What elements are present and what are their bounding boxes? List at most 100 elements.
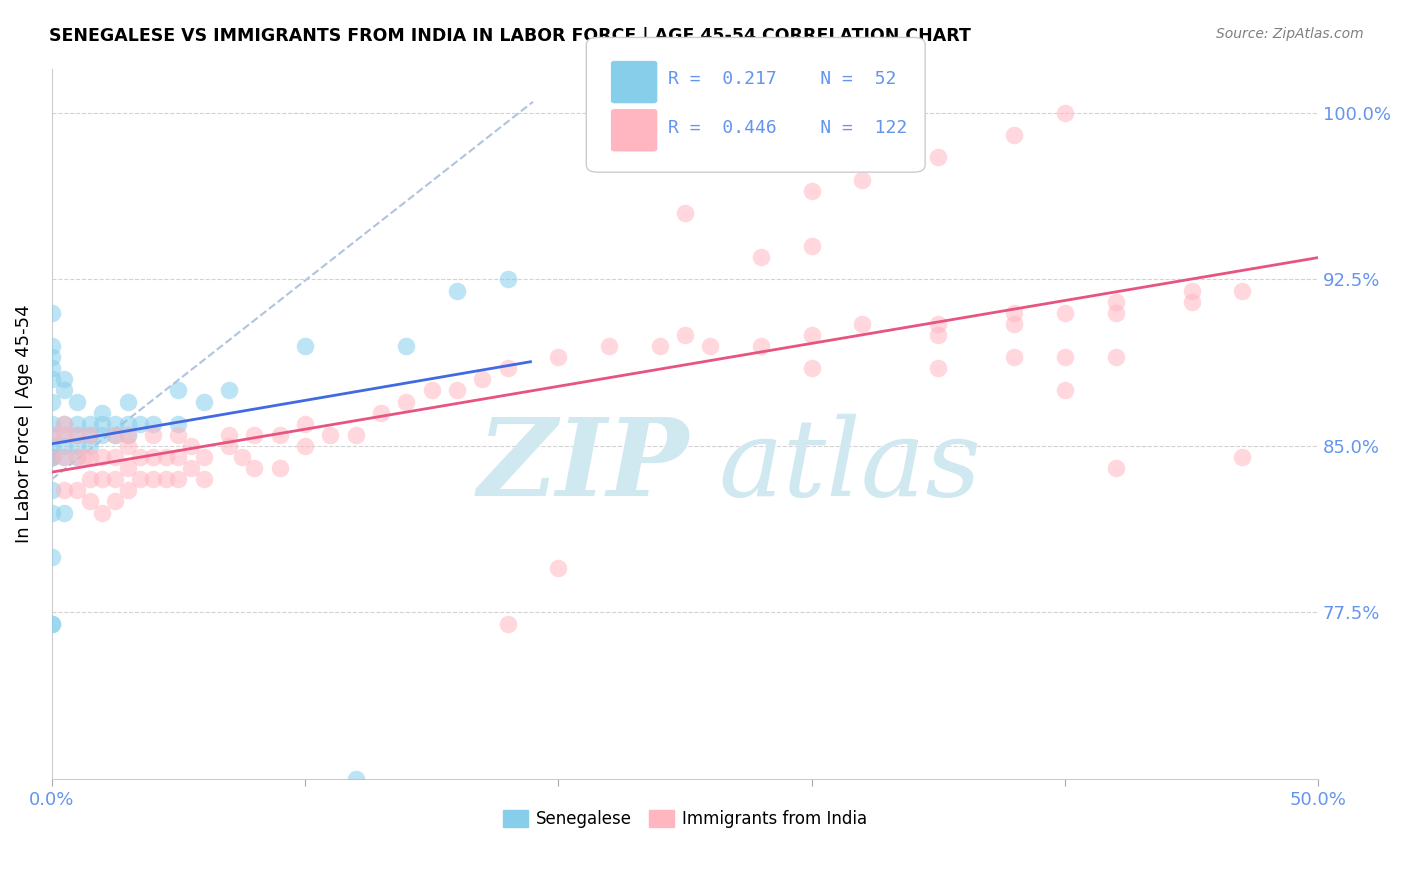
- Point: [41, 339, 63, 353]
- Point: [269, 461, 291, 475]
- Point: [66, 427, 89, 442]
- Point: [53, 450, 76, 464]
- Point: [927, 327, 949, 342]
- Point: [117, 439, 139, 453]
- Point: [66, 417, 89, 431]
- Point: [91, 450, 114, 464]
- Point: [1053, 384, 1076, 398]
- Point: [180, 439, 202, 453]
- Point: [104, 417, 127, 431]
- Point: [648, 339, 671, 353]
- Point: [1002, 350, 1025, 364]
- Point: [41, 450, 63, 464]
- Point: [41, 616, 63, 631]
- Point: [41, 439, 63, 453]
- Point: [79, 417, 101, 431]
- Point: [167, 417, 190, 431]
- Point: [53, 417, 76, 431]
- Point: [41, 427, 63, 442]
- Point: [496, 616, 519, 631]
- Point: [66, 450, 89, 464]
- Point: [699, 339, 721, 353]
- Point: [53, 450, 76, 464]
- Point: [41, 361, 63, 376]
- Point: [1053, 306, 1076, 320]
- Point: [117, 394, 139, 409]
- Point: [142, 427, 165, 442]
- Point: [66, 483, 89, 498]
- Point: [142, 417, 165, 431]
- Point: [41, 427, 63, 442]
- Text: R =  0.446    N =  122: R = 0.446 N = 122: [668, 119, 907, 136]
- Point: [104, 427, 127, 442]
- Point: [91, 406, 114, 420]
- Point: [117, 417, 139, 431]
- Point: [800, 184, 823, 198]
- Point: [344, 427, 367, 442]
- Point: [53, 372, 76, 386]
- Point: [167, 427, 190, 442]
- Point: [243, 427, 266, 442]
- Point: [66, 439, 89, 453]
- Point: [395, 339, 418, 353]
- Point: [167, 384, 190, 398]
- Point: [41, 616, 63, 631]
- Point: [117, 427, 139, 442]
- Point: [673, 327, 696, 342]
- Legend: Senegalese, Immigrants from India: Senegalese, Immigrants from India: [496, 803, 875, 835]
- Point: [104, 472, 127, 486]
- Text: atlas: atlas: [718, 414, 981, 519]
- Point: [1104, 350, 1126, 364]
- Point: [79, 494, 101, 508]
- Point: [53, 439, 76, 453]
- Point: [749, 250, 772, 264]
- Point: [395, 394, 418, 409]
- Point: [66, 427, 89, 442]
- Point: [294, 439, 316, 453]
- Point: [41, 306, 63, 320]
- Point: [294, 339, 316, 353]
- Point: [91, 417, 114, 431]
- Point: [104, 494, 127, 508]
- Point: [66, 394, 89, 409]
- Point: [344, 772, 367, 786]
- Point: [1053, 350, 1076, 364]
- Point: [41, 394, 63, 409]
- Point: [142, 472, 165, 486]
- Point: [927, 150, 949, 164]
- Point: [53, 427, 76, 442]
- Point: [167, 472, 190, 486]
- Point: [218, 384, 240, 398]
- Point: [155, 472, 177, 486]
- Point: [91, 506, 114, 520]
- Point: [104, 427, 127, 442]
- Point: [927, 317, 949, 331]
- Point: [547, 350, 569, 364]
- Point: [41, 350, 63, 364]
- Point: [1180, 284, 1202, 298]
- Point: [370, 406, 392, 420]
- Point: [1230, 284, 1253, 298]
- Point: [53, 417, 76, 431]
- Point: [79, 427, 101, 442]
- Point: [180, 461, 202, 475]
- Point: [800, 361, 823, 376]
- Point: [91, 472, 114, 486]
- Point: [749, 339, 772, 353]
- Point: [1104, 294, 1126, 309]
- Point: [547, 561, 569, 575]
- Point: [167, 450, 190, 464]
- Point: [420, 384, 443, 398]
- Point: [53, 427, 76, 442]
- Point: [53, 506, 76, 520]
- Point: [117, 483, 139, 498]
- Point: [800, 239, 823, 253]
- Point: [41, 417, 63, 431]
- Point: [1002, 128, 1025, 142]
- Point: [79, 427, 101, 442]
- Point: [294, 417, 316, 431]
- Point: [1002, 317, 1025, 331]
- Text: R =  0.217    N =  52: R = 0.217 N = 52: [668, 70, 896, 88]
- Point: [41, 450, 63, 464]
- Point: [129, 450, 152, 464]
